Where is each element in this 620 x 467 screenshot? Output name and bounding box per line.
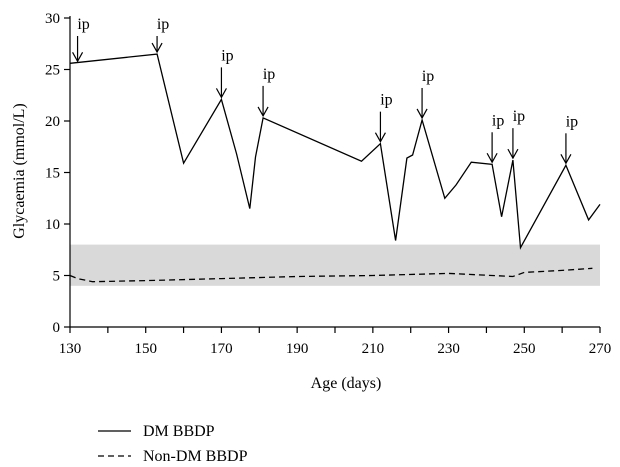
y-tick-label: 15 bbox=[45, 166, 60, 182]
ip-annotation: ip bbox=[486, 112, 504, 164]
y-tick-label: 25 bbox=[45, 63, 60, 79]
ip-arrow-head bbox=[151, 42, 163, 54]
ip-arrow-head bbox=[507, 148, 519, 160]
ip-annotation: ip bbox=[151, 16, 169, 54]
y-tick-label: 5 bbox=[53, 269, 61, 285]
x-tick-label: 130 bbox=[59, 341, 82, 357]
x-tick-label: 170 bbox=[210, 341, 233, 357]
ip-annotation-label: ip bbox=[513, 108, 525, 125]
x-tick-label: 150 bbox=[134, 341, 157, 357]
ip-annotation-label: ip bbox=[221, 47, 233, 64]
ip-arrow-head bbox=[416, 108, 428, 120]
ip-annotation-label: ip bbox=[77, 16, 89, 33]
x-tick-label: 210 bbox=[362, 341, 385, 357]
ip-annotation: ip bbox=[72, 16, 90, 63]
y-tick-label: 20 bbox=[45, 114, 60, 130]
ip-annotation: ip bbox=[507, 108, 525, 160]
x-tick-label: 230 bbox=[437, 341, 460, 357]
ip-annotation-label: ip bbox=[380, 92, 392, 109]
ip-arrow-head bbox=[486, 152, 498, 164]
ip-annotation: ip bbox=[374, 92, 393, 143]
y-axis-title: Glycaemia (mmol/L) bbox=[11, 103, 28, 239]
series-lines bbox=[69, 53, 601, 283]
ip-annotation-label: ip bbox=[492, 112, 504, 129]
ip-annotation-label: ip bbox=[157, 16, 169, 33]
y-tick-label: 0 bbox=[53, 320, 61, 336]
series-line-dm-bbdp bbox=[69, 53, 601, 250]
ip-annotation: ip bbox=[560, 113, 578, 165]
ip-annotation-label: ip bbox=[422, 68, 434, 85]
ip-arrow-head bbox=[257, 106, 269, 118]
tick-labels: 0 5 10 15 20 25 30 130 150 170 190 210 230 250 270 bbox=[45, 11, 611, 357]
series-line-non-dm-bbdp bbox=[69, 267, 593, 283]
ip-arrow-head bbox=[215, 88, 227, 99]
x-tick-label: 270 bbox=[589, 341, 612, 357]
normal-range-band bbox=[70, 244, 600, 286]
x-axis-title: Age (days) bbox=[311, 375, 382, 392]
ip-annotation-label: ip bbox=[263, 66, 275, 83]
ip-annotation-label: ip bbox=[566, 113, 578, 130]
ip-arrow-head bbox=[374, 132, 386, 143]
ip-annotation: ip bbox=[416, 68, 434, 120]
ip-annotation: ip bbox=[215, 47, 234, 99]
x-tick-label: 190 bbox=[286, 341, 309, 357]
normal-range-band-layer bbox=[70, 244, 600, 286]
ip-annotation: ip bbox=[257, 66, 275, 118]
legend-label-non-dm-bbdp: Non-DM BBDP bbox=[143, 448, 248, 465]
ip-arrow-head bbox=[560, 153, 572, 165]
legend-label-dm-bbdp: DM BBDP bbox=[143, 423, 215, 440]
y-tick-label: 30 bbox=[45, 11, 60, 27]
legend: DM BBDP Non-DM BBDP bbox=[98, 423, 248, 465]
ip-arrow-head bbox=[72, 52, 84, 63]
x-tick-label: 250 bbox=[513, 341, 536, 357]
y-tick-label: 10 bbox=[45, 217, 60, 233]
axes bbox=[64, 16, 601, 333]
